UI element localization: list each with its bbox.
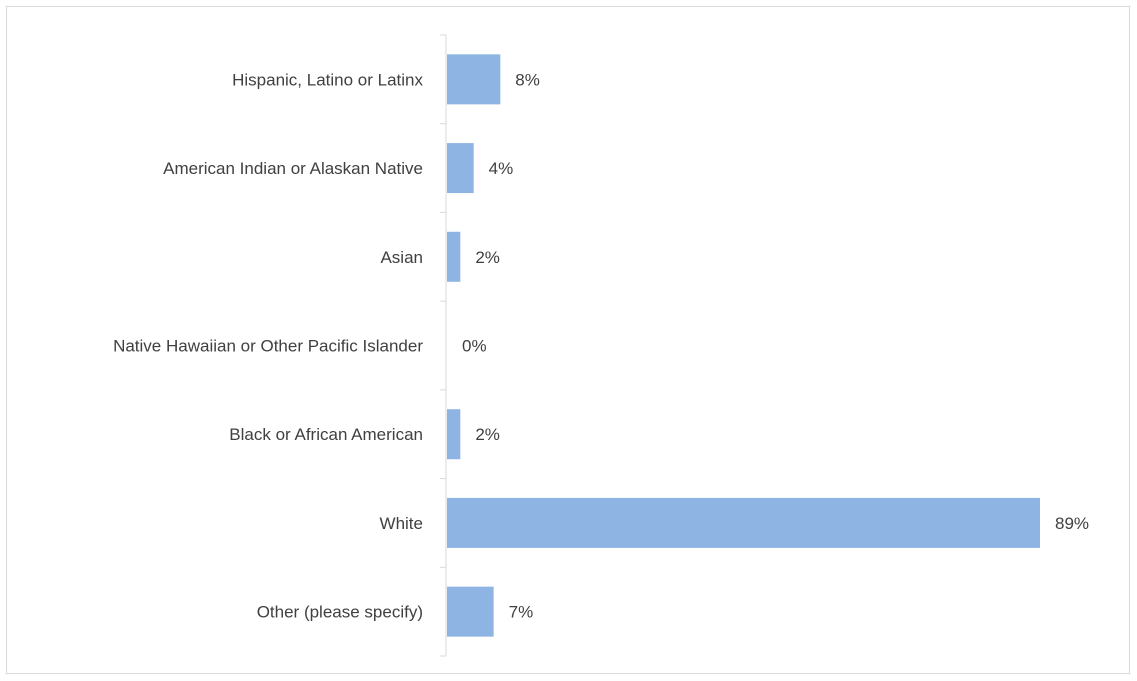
data-label: 0%	[462, 337, 487, 356]
data-label: 7%	[509, 603, 534, 622]
category-label: Other (please specify)	[257, 603, 423, 622]
chart-area	[6, 6, 1130, 674]
category-label: Black or African American	[229, 425, 423, 444]
data-label: 4%	[489, 159, 514, 178]
data-label: 8%	[515, 70, 540, 89]
category-label: American Indian or Alaskan Native	[163, 159, 423, 178]
data-label: 2%	[475, 248, 500, 267]
data-label: 2%	[475, 425, 500, 444]
bar	[447, 586, 494, 637]
bar	[447, 409, 461, 460]
bar	[447, 54, 501, 105]
data-label: 89%	[1055, 514, 1089, 533]
bar	[447, 231, 461, 282]
bar	[447, 143, 474, 194]
category-label: Native Hawaiian or Other Pacific Islande…	[113, 337, 423, 356]
category-label: Asian	[380, 248, 423, 267]
category-label: White	[380, 514, 423, 533]
category-label: Hispanic, Latino or Latinx	[232, 70, 423, 89]
bar	[447, 497, 1040, 548]
